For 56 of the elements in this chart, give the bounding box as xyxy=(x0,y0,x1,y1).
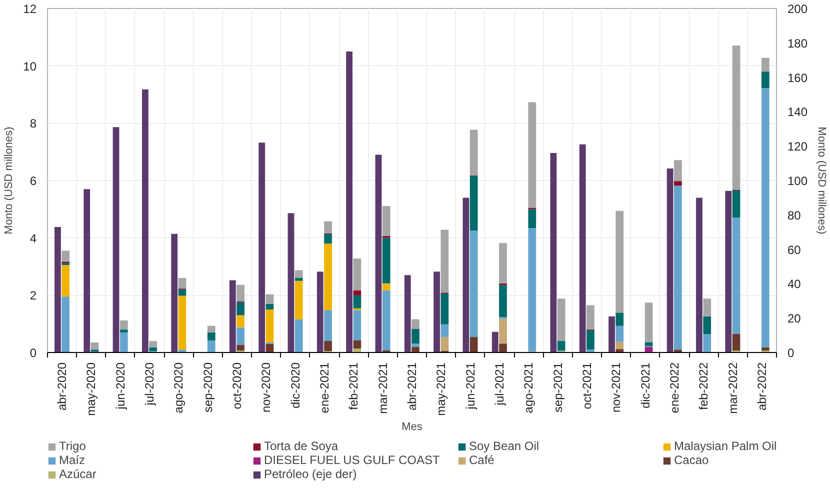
x-axis-title: Mes xyxy=(402,420,423,433)
x-tick-label: ene-2021 xyxy=(318,362,332,414)
y-tick-label: 10 xyxy=(23,59,37,74)
legend-label: Malaysian Palm Oil xyxy=(674,439,777,453)
x-tick-label: mar-2022 xyxy=(726,362,740,414)
y2-tick-label: 200 xyxy=(788,2,808,16)
x-tick-label: ago-2020 xyxy=(172,362,186,414)
x-tick-label: nov-2020 xyxy=(259,362,274,413)
x-tick-label: jun-2020 xyxy=(113,362,128,410)
x-tick-label: ene-2022 xyxy=(667,362,682,414)
x-tick-label: may-2021 xyxy=(434,362,448,416)
x-tick-label: may-2020 xyxy=(84,362,98,416)
y2-tick-label: 80 xyxy=(788,208,802,222)
x-tick-label: dic-2021 xyxy=(638,362,652,409)
y2-axis-title: Monto (USD millones) xyxy=(816,126,828,234)
y-tick-label: 12 xyxy=(23,2,37,16)
y2-tick-label: 160 xyxy=(788,70,808,85)
x-tick-label: oct-2021 xyxy=(580,362,594,410)
y2-tick-label: 180 xyxy=(788,36,808,50)
legend-label: Cacao xyxy=(674,453,709,467)
legend-label: Torta de Soya xyxy=(264,439,338,453)
x-tick-label: abr-2021 xyxy=(405,362,419,411)
legend-label: DIESEL FUEL US GULF COAST xyxy=(264,453,440,467)
legend-label: Café xyxy=(469,453,494,467)
y2-tick-label: 20 xyxy=(788,312,802,326)
y2-tick-label: 0 xyxy=(788,346,794,360)
legend-label: Soy Bean Oil xyxy=(469,439,540,453)
legend-label: Maíz xyxy=(59,453,86,467)
x-tick-label: sep-2021 xyxy=(550,362,565,413)
y2-tick-label: 40 xyxy=(788,277,802,292)
legend-label: Azúcar xyxy=(59,467,96,481)
y-tick-label: 4 xyxy=(30,231,37,246)
x-tick-label: nov-2021 xyxy=(609,362,624,413)
y2-tick-label: 100 xyxy=(788,174,808,188)
x-tick-label: mar-2021 xyxy=(376,362,390,414)
y-tick-label: 6 xyxy=(30,174,37,188)
x-tick-label: feb-2022 xyxy=(696,362,711,410)
x-tick-label: jul-2020 xyxy=(142,362,157,406)
y-tick-label: 8 xyxy=(30,116,37,131)
legend-label: Trigo xyxy=(59,439,86,453)
x-tick-label: abr-2020 xyxy=(55,362,70,411)
x-tick-label: feb-2021 xyxy=(346,362,361,410)
x-tick-label: abr-2022 xyxy=(754,362,769,411)
x-tick-label: jul-2021 xyxy=(492,362,506,406)
y2-tick-label: 120 xyxy=(788,140,808,154)
x-tick-label: sep-2020 xyxy=(200,362,215,413)
y-tick-label: 0 xyxy=(30,346,37,360)
y-axis-title: Monto (USD millones) xyxy=(3,126,16,234)
x-tick-label: jun-2021 xyxy=(463,362,478,410)
y2-tick-label: 60 xyxy=(788,242,802,257)
x-tick-label: oct-2020 xyxy=(230,362,244,410)
x-tick-label: dic-2020 xyxy=(288,362,302,409)
y-tick-label: 2 xyxy=(30,288,37,303)
legend-label: Petróleo (eje der) xyxy=(264,467,357,481)
y2-tick-label: 140 xyxy=(788,105,808,120)
x-tick-label: ago-2021 xyxy=(522,362,536,414)
